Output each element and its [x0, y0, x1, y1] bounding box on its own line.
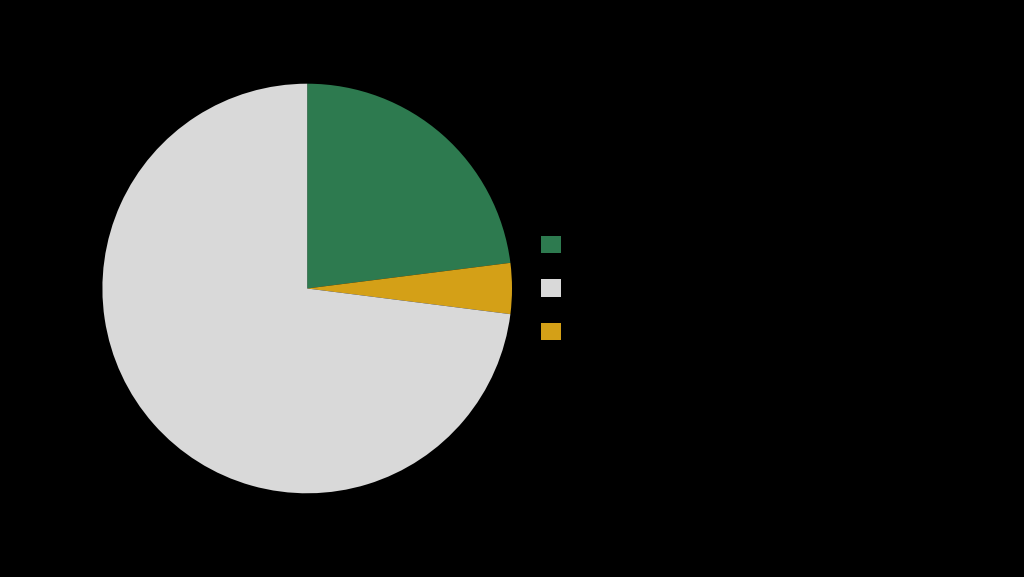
Legend: Yes - religion or belief, No, Prefer not to say: Yes - religion or belief, No, Prefer not… [541, 236, 753, 341]
Wedge shape [307, 263, 512, 314]
Wedge shape [307, 84, 510, 288]
Wedge shape [102, 84, 510, 493]
